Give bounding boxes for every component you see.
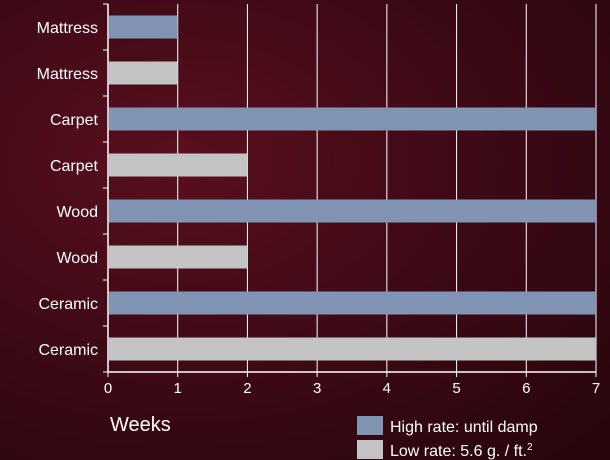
bar-wood-low [109, 245, 248, 269]
x-tick-label: 5 [452, 380, 460, 397]
category-label: Mattress [37, 66, 98, 83]
bar-mattress-high [109, 15, 178, 39]
x-tick-label: 0 [104, 380, 112, 397]
category-label: Mattress [37, 20, 98, 37]
legend-label-low-superscript: 2 [527, 442, 533, 453]
x-axis: 0 1 2 3 4 5 6 7 [103, 3, 600, 397]
legend-label-low: Low rate: 5.6 g. / ft.2 [390, 442, 533, 460]
bar-ceramic-low [109, 337, 596, 361]
x-tick-label: 7 [592, 380, 600, 397]
legend-swatch-high [357, 416, 383, 435]
bar-ceramic-high [109, 291, 596, 315]
bar-wood-high [109, 199, 596, 223]
bar-carpet-low [109, 153, 248, 177]
x-tick-label: 4 [383, 380, 391, 397]
bars [109, 15, 596, 361]
category-label: Ceramic [38, 296, 98, 313]
category-label: Ceramic [38, 342, 98, 359]
x-tick-label: 3 [313, 380, 321, 397]
category-label: Carpet [50, 112, 99, 129]
x-tick-label: 6 [522, 380, 530, 397]
x-tick-label: 1 [174, 380, 182, 397]
grid-lines [107, 4, 597, 372]
legend-label-low-text: Low rate: 5.6 g. / ft. [390, 443, 527, 460]
x-tick-label: 2 [243, 380, 251, 397]
legend-swatch-low [357, 440, 383, 459]
bar-mattress-low [109, 61, 178, 85]
legend-label-high: High rate: until damp [390, 419, 538, 436]
category-labels: Mattress Mattress Carpet Carpet Wood Wood Cera… [37, 20, 99, 359]
legend: High rate: until damp Low rate: 5.6 g. /… [357, 416, 538, 460]
category-label: Wood [56, 204, 98, 221]
bar-carpet-high [109, 107, 596, 131]
category-label: Wood [56, 250, 98, 267]
x-axis-label: Weeks [110, 414, 171, 436]
category-label: Carpet [50, 158, 99, 175]
